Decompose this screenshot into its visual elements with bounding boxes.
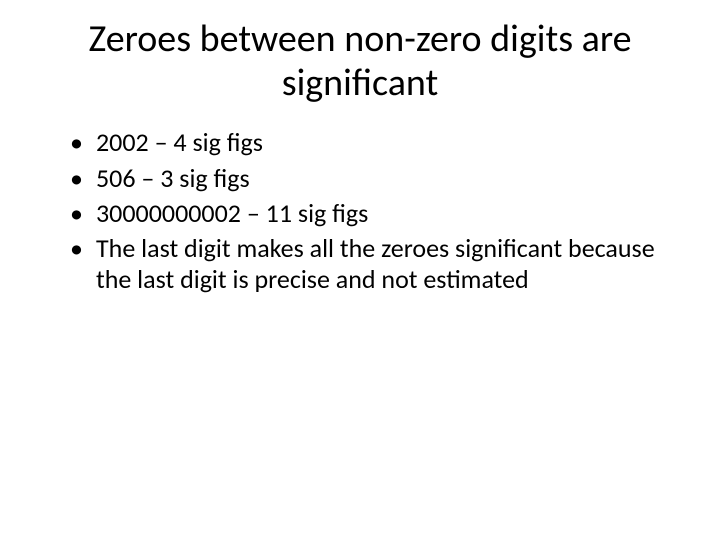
list-item: 30000000002 – 11 sig figs	[96, 198, 680, 229]
list-item: 506 – 3 sig figs	[96, 163, 680, 194]
slide-title: Zeroes between non-zero digits are signi…	[40, 18, 680, 105]
bullet-list: 2002 – 4 sig figs 506 – 3 sig figs 30000…	[40, 127, 680, 295]
slide: Zeroes between non-zero digits are signi…	[0, 0, 720, 540]
list-item: The last digit makes all the zeroes sign…	[96, 233, 680, 295]
list-item: 2002 – 4 sig figs	[96, 127, 680, 158]
